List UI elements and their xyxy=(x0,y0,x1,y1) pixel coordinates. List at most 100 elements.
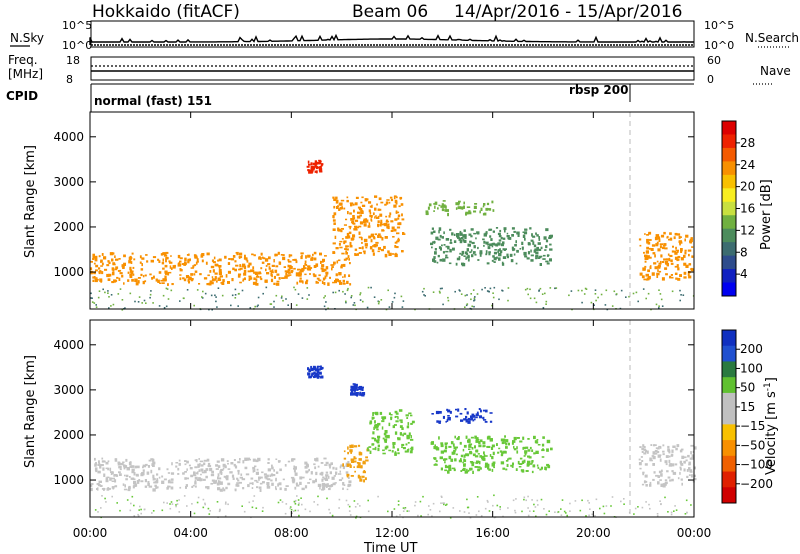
data-pixel xyxy=(311,372,314,376)
data-pixel xyxy=(443,449,447,453)
data-pixel xyxy=(186,460,189,464)
data-pixel xyxy=(460,237,464,240)
scatter-dot xyxy=(328,508,330,511)
data-pixel xyxy=(352,234,356,238)
data-pixel xyxy=(315,471,318,476)
scatter-dot xyxy=(388,306,391,308)
freq-unit: [MHz] xyxy=(8,67,43,81)
colorbar-segment xyxy=(722,471,736,488)
data-pixel xyxy=(473,205,477,209)
data-pixel xyxy=(371,249,375,253)
data-pixel xyxy=(535,248,539,252)
data-pixel xyxy=(256,481,259,483)
data-pixel xyxy=(688,463,691,466)
data-pixel xyxy=(267,462,270,464)
data-pixel xyxy=(152,275,155,279)
data-pixel xyxy=(350,460,355,463)
data-pixel xyxy=(337,227,340,231)
data-pixel xyxy=(365,246,368,249)
scatter-dot xyxy=(131,495,134,498)
data-pixel xyxy=(359,391,362,394)
data-pixel xyxy=(354,229,358,231)
data-pixel xyxy=(193,254,197,257)
data-pixel xyxy=(369,450,372,454)
data-pixel xyxy=(318,159,321,162)
data-pixel xyxy=(528,463,530,466)
scatter-dot xyxy=(611,305,614,307)
scatter-dot xyxy=(202,290,204,293)
scatter-dot xyxy=(521,510,523,513)
data-pixel xyxy=(385,201,389,205)
scatter-dot xyxy=(269,303,272,305)
data-pixel xyxy=(442,206,446,208)
data-pixel xyxy=(372,412,374,416)
data-pixel xyxy=(220,472,223,475)
data-pixel xyxy=(313,257,317,261)
data-pixel xyxy=(240,473,243,476)
data-pixel xyxy=(651,272,655,276)
data-pixel xyxy=(315,165,318,170)
data-pixel xyxy=(397,437,399,440)
data-pixel xyxy=(533,435,536,440)
data-pixel xyxy=(189,276,192,281)
data-pixel xyxy=(689,238,693,243)
data-pixel xyxy=(662,450,665,453)
scatter-dot xyxy=(231,294,234,297)
data-pixel xyxy=(446,419,449,422)
data-pixel xyxy=(434,463,438,466)
data-pixel xyxy=(539,255,543,258)
data-pixel xyxy=(353,460,357,463)
data-pixel xyxy=(435,410,440,415)
data-pixel xyxy=(367,449,370,452)
data-pixel xyxy=(668,455,671,458)
scatter-dot xyxy=(529,297,532,300)
data-pixel xyxy=(103,473,106,477)
data-region xyxy=(425,200,495,217)
data-pixel xyxy=(206,486,210,490)
data-pixel xyxy=(132,273,135,276)
scatter-dot xyxy=(566,514,568,517)
data-pixel xyxy=(170,255,172,257)
data-pixel xyxy=(465,415,468,419)
data-pixel xyxy=(441,208,445,212)
data-pixel xyxy=(162,253,166,255)
x-tick-label: 16:00 xyxy=(475,526,510,540)
scatter-dot xyxy=(594,293,597,295)
data-pixel xyxy=(341,228,344,230)
data-pixel xyxy=(511,441,514,445)
scatter-dot xyxy=(219,508,221,511)
data-pixel xyxy=(444,209,447,212)
scatter-dot xyxy=(265,286,268,289)
data-pixel xyxy=(526,257,530,260)
data-pixel xyxy=(134,465,137,469)
scatter-dot xyxy=(255,507,258,509)
scatter-dot xyxy=(261,510,264,512)
data-pixel xyxy=(511,246,514,250)
colorbar-segment xyxy=(722,242,736,257)
data-pixel xyxy=(248,275,252,278)
data-pixel xyxy=(342,279,345,283)
scatter-dot xyxy=(296,495,298,497)
data-pixel xyxy=(502,256,507,259)
data-pixel xyxy=(467,243,471,247)
data-pixel xyxy=(142,275,145,278)
scatter-dot xyxy=(162,294,165,297)
data-pixel xyxy=(652,463,655,466)
scatter-dot xyxy=(507,507,509,509)
data-pixel xyxy=(340,464,344,467)
data-pixel xyxy=(217,476,219,480)
data-pixel xyxy=(501,262,505,266)
data-pixel xyxy=(378,208,382,211)
data-pixel xyxy=(339,470,341,473)
data-pixel xyxy=(389,212,392,216)
data-pixel xyxy=(679,460,683,464)
data-pixel xyxy=(260,277,263,281)
scatter-dot xyxy=(227,503,229,506)
scatter-dot xyxy=(234,297,237,299)
data-pixel xyxy=(433,203,435,205)
data-pixel xyxy=(458,436,460,439)
data-pixel xyxy=(649,266,652,270)
data-pixel xyxy=(298,273,302,277)
data-pixel xyxy=(489,454,492,457)
scatter-dot xyxy=(623,503,625,505)
